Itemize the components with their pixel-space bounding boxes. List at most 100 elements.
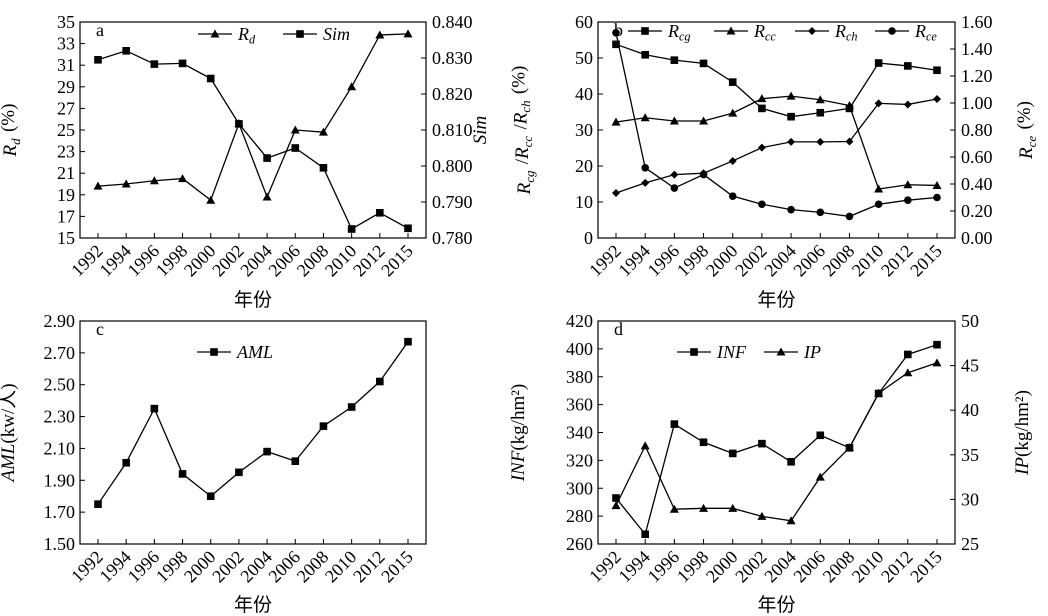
legend-label: Rce [914, 19, 938, 43]
data-point-Rce [758, 200, 766, 209]
y-tick-label-right: 25 [961, 534, 979, 554]
legend-marker [808, 27, 816, 35]
data-point-Rd [121, 179, 131, 188]
data-point-IP [786, 516, 796, 525]
y-tick-label-left: 29 [57, 77, 75, 97]
data-point-Rce [699, 170, 708, 179]
data-point-Sim [404, 224, 412, 233]
y-tick-label-right: 0.840 [432, 12, 473, 32]
data-point-Rce [670, 184, 679, 192]
data-point-INF [816, 431, 825, 440]
y-axis-title-left: Rcg /Rcc /Rch (%) [509, 66, 537, 196]
data-point-AML [263, 447, 271, 456]
data-point-Rce [787, 205, 795, 214]
data-point-IP [728, 503, 738, 512]
y-axis-title-right: Rce (%) [1014, 101, 1039, 160]
series-line-Rcc [615, 95, 938, 190]
data-point-Sim [206, 74, 215, 83]
y-tick-label-left: 400 [566, 339, 593, 359]
data-point-Rch [845, 137, 854, 146]
data-point-Rcc [728, 108, 738, 117]
data-point-Rcc [757, 94, 767, 103]
data-point-INF [904, 350, 912, 359]
data-point-Rch [874, 99, 883, 108]
data-point-Rch [933, 95, 941, 104]
y-tick-label-left: 50 [575, 48, 593, 68]
data-point-Rch [612, 189, 620, 197]
series-line-Rd [97, 33, 409, 202]
data-point-Rcg [787, 112, 795, 121]
y-tick-label-right: 0.20 [961, 201, 993, 221]
data-point-Rd [290, 125, 300, 134]
data-point-AML [150, 404, 159, 413]
data-point-AML [178, 470, 187, 478]
data-point-AML [235, 468, 243, 477]
data-point-IP [903, 368, 913, 377]
series-line-INF [615, 344, 938, 536]
x-tick-label: 2015 [906, 547, 946, 587]
x-tick-label: 2015 [906, 241, 946, 281]
data-point-Sim [94, 56, 102, 64]
data-point-Rd [178, 174, 188, 183]
data-point-INF [933, 340, 941, 349]
data-point-INF [728, 449, 737, 458]
x-tick-label: 2015 [377, 241, 417, 281]
data-point-Rcg [816, 108, 825, 117]
chart-panel-c: 1.501.701.902.102.302.502.702.9019921994… [0, 311, 427, 616]
data-point-AML [404, 337, 412, 346]
data-point-Rd [403, 29, 413, 38]
data-point-AML [122, 458, 130, 467]
legend-label: INF [716, 342, 747, 362]
y-tick-label-right: 0.810 [432, 120, 473, 140]
data-point-Rcg [728, 78, 737, 86]
y-tick-label-left: 2.90 [44, 311, 76, 331]
y-tick-label-left: 340 [566, 423, 593, 443]
legend-label: AML [236, 342, 273, 362]
y-tick-label-right: 40 [961, 400, 979, 420]
legend-label: Rcg [667, 19, 692, 43]
data-point-INF [758, 439, 766, 448]
y-tick-label-left: 1.50 [44, 534, 76, 554]
data-point-Rcc [611, 117, 621, 126]
y-tick-label-left: 30 [575, 120, 593, 140]
data-point-Rch [903, 100, 912, 109]
data-point-Rcg [670, 56, 679, 64]
data-point-Rce [933, 193, 941, 202]
y-tick-label-right: 0.780 [432, 228, 473, 248]
x-axis-title: 年份 [234, 289, 272, 311]
legend-marker [296, 30, 304, 38]
data-point-Rd [375, 30, 385, 39]
data-point-Rcg [904, 62, 912, 70]
y-tick-label-right: 50 [961, 311, 979, 331]
legend-marker [726, 26, 736, 35]
data-point-Rce [641, 164, 649, 172]
legend-marker [888, 27, 896, 35]
data-point-Rcc [815, 95, 825, 104]
data-point-Rd [347, 82, 357, 91]
data-point-Rch [728, 156, 737, 165]
data-point-Rcc [903, 180, 913, 189]
y-tick-label-left: 360 [566, 395, 593, 415]
legend-marker [690, 348, 698, 356]
y-tick-label-right: 45 [961, 356, 979, 376]
data-point-Rd [318, 127, 328, 136]
data-point-IP [699, 503, 709, 512]
y-tick-label-right: 1.60 [961, 12, 993, 32]
data-point-Sim [376, 209, 384, 217]
y-tick-label-left: 40 [575, 84, 593, 104]
y-tick-label-left: 15 [57, 228, 75, 248]
data-point-AML [319, 422, 328, 430]
y-tick-label-left: 420 [566, 311, 593, 331]
data-point-Sim [291, 144, 300, 152]
data-point-INF [641, 530, 649, 539]
y-tick-label-left: 35 [57, 12, 75, 32]
data-point-Rch [816, 137, 825, 146]
data-point-Rcc [669, 116, 679, 125]
y-tick-label-right: 0.820 [432, 84, 473, 104]
legend-label: Sim [323, 24, 350, 44]
y-axis-title-left: Rd (%) [0, 104, 23, 158]
x-axis-title: 年份 [757, 594, 795, 616]
data-point-Rch [670, 170, 679, 179]
data-point-Rcc [786, 91, 796, 100]
